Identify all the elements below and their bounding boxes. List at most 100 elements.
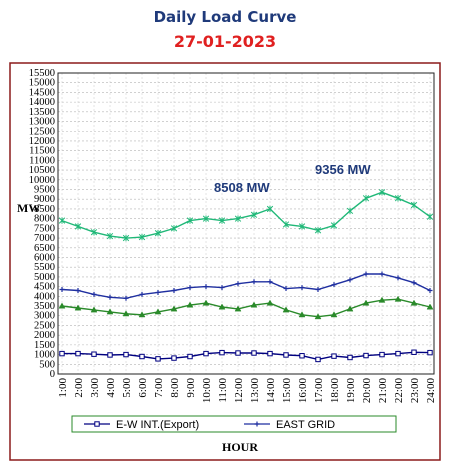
data-point [107,294,113,300]
x-tick-label: 24:00 [425,378,437,404]
data-point [346,207,354,215]
data-point [378,296,386,303]
data-point [59,350,65,357]
x-tick-label: 18:00 [329,378,341,404]
x-tick-label: 23:00 [409,378,421,404]
data-point [299,353,305,359]
x-tick-label: 19:00 [345,378,357,404]
y-tick-label: 5500 [34,262,55,273]
x-tick-label: 17:00 [313,378,325,404]
data-point [106,232,114,240]
x-tick-label: 9:00 [185,378,197,398]
y-tick-label: 7000 [34,233,55,244]
chart-title: Daily Load Curve [153,8,297,26]
data-point [139,353,145,360]
data-point [187,285,193,291]
x-tick-label: 15:00 [281,378,293,404]
data-point [155,356,161,362]
y-tick-label: 2000 [34,330,55,341]
y-tick-label: 3000 [34,311,55,322]
data-point [170,225,178,232]
y-tick-label: 6000 [34,252,55,263]
data-point [362,299,370,306]
data-point [378,189,386,196]
data-point [379,271,385,277]
x-tick-label: 6:00 [137,378,149,398]
y-tick-label: 15000 [29,78,55,89]
data-point [171,287,177,293]
data-point [299,285,305,291]
y-tick-label: 15500 [29,68,55,79]
data-point [74,223,82,230]
data-point [107,352,113,358]
data-point [331,282,337,288]
data-point [155,289,161,295]
y-tick-label: 12500 [29,126,55,137]
x-axis-label: HOUR [222,440,258,454]
data-point [282,221,290,228]
data-point [314,313,322,320]
y-tick-label: 11000 [29,155,55,166]
data-point [330,311,338,318]
data-point [203,284,209,290]
data-point [266,205,274,213]
y-tick-label: 12000 [29,136,55,147]
data-point [91,291,97,297]
data-point [330,222,338,229]
x-tick-label: 5:00 [121,378,133,398]
data-point [154,308,162,315]
data-point [235,281,241,287]
data-point [203,350,209,357]
data-point [411,280,417,286]
data-point [427,349,433,356]
x-tick-label: 1:00 [57,378,69,398]
data-point [138,311,146,318]
data-point [106,308,114,315]
y-tick-label: 2500 [34,320,55,331]
y-tick-label: 8000 [34,214,55,225]
data-point [90,306,98,313]
data-point [282,306,290,313]
data-point [171,355,177,361]
y-tick-label: 7500 [34,223,55,234]
series-line-east-grid [61,273,431,300]
y-tick-label: 9500 [34,185,55,196]
chart-frame [9,62,441,461]
data-point [154,230,162,237]
data-point [138,233,146,241]
data-point [410,201,418,209]
data-point [218,303,226,310]
y-tick-label: 4500 [34,282,55,293]
data-point [186,217,194,224]
data-point [283,352,289,358]
data-point [266,299,274,306]
data-point [395,275,401,281]
data-point [315,287,321,293]
data-point [187,353,193,360]
x-tick-label: 14:00 [265,378,277,404]
data-point [426,213,434,220]
data-point [75,287,81,293]
data-point [267,279,273,285]
data-point [283,286,289,292]
legend-label: E-W INT.(Export) [116,419,199,431]
y-tick-label: 1500 [34,340,55,351]
data-point [314,227,322,234]
y-tick-label: 5000 [34,272,55,283]
data-point [234,305,242,312]
y-tick-label: 500 [39,359,55,370]
data-point [91,351,97,357]
data-point [58,217,66,224]
peak-annotation: 8508 MW [214,180,270,195]
x-tick-label: 2:00 [73,378,85,398]
y-tick-label: 3500 [34,301,55,312]
legend [71,415,397,433]
data-point [250,211,258,218]
data-point [298,223,306,230]
x-tick-label: 16:00 [297,378,309,404]
data-point [202,215,210,222]
y-axis-label: MW [17,201,40,215]
data-point [218,217,226,224]
data-point [139,291,145,297]
